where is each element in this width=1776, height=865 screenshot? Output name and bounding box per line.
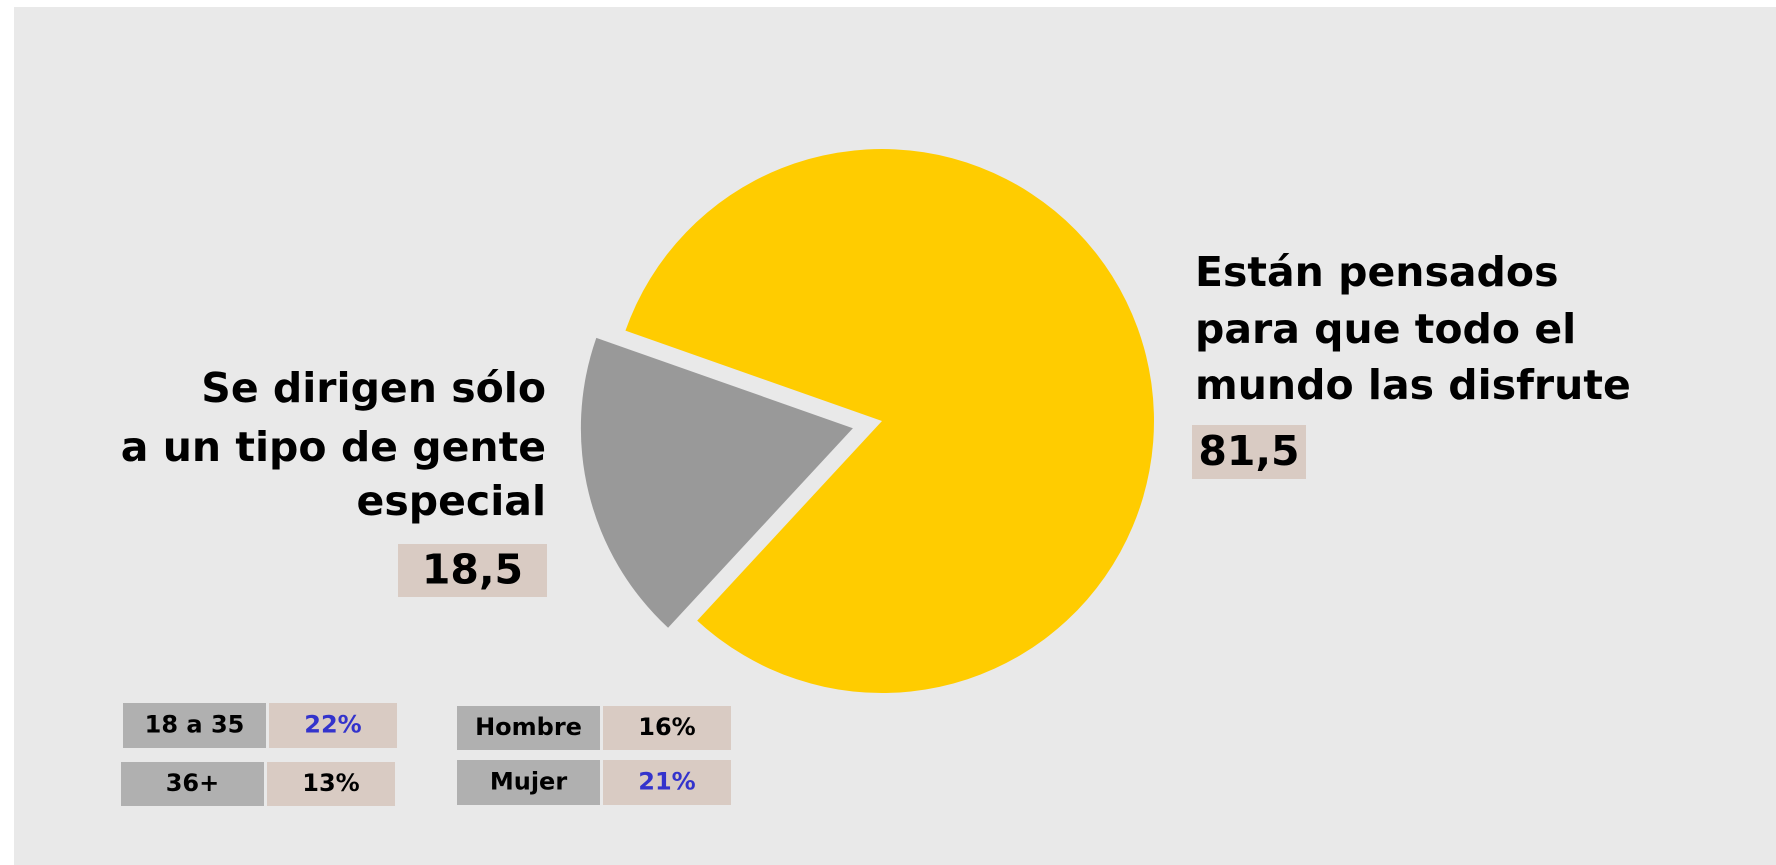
breakdown-value: 13% [302,769,359,797]
breakdown-label: Mujer [490,768,567,796]
pie-slice [625,149,1154,694]
value-label-box [1192,425,1306,479]
breakdown-value-cell [269,703,397,748]
breakdown-label: 18 a 35 [145,711,245,739]
breakdown-value: 22% [304,711,361,739]
breakdown-value-cell [267,762,395,806]
breakdown-value-cell [603,706,731,750]
breakdown-value: 21% [638,768,695,796]
slice-label: para que todo el [1195,305,1576,353]
pie-slice [580,337,853,628]
slice-label: especial [357,477,546,525]
slice-label: Están pensados [1195,248,1558,296]
value-label-box [398,544,547,597]
breakdown-label-cell [457,706,600,750]
slice-label: mundo las disfrute [1195,361,1631,409]
breakdown-label-cell [457,760,600,805]
slice-label: Se dirigen sólo [201,364,546,412]
breakdown-label: 36+ [166,769,220,797]
value-label: 81,5 [1198,427,1299,475]
slice-label: a un tipo de gente [121,423,546,471]
value-label: 18,5 [422,546,523,594]
breakdown-value: 16% [638,713,695,741]
breakdown-label-cell [121,762,264,806]
breakdown-value-cell [603,760,731,805]
breakdown-label-cell [123,703,266,748]
breakdown-label: Hombre [475,713,582,741]
